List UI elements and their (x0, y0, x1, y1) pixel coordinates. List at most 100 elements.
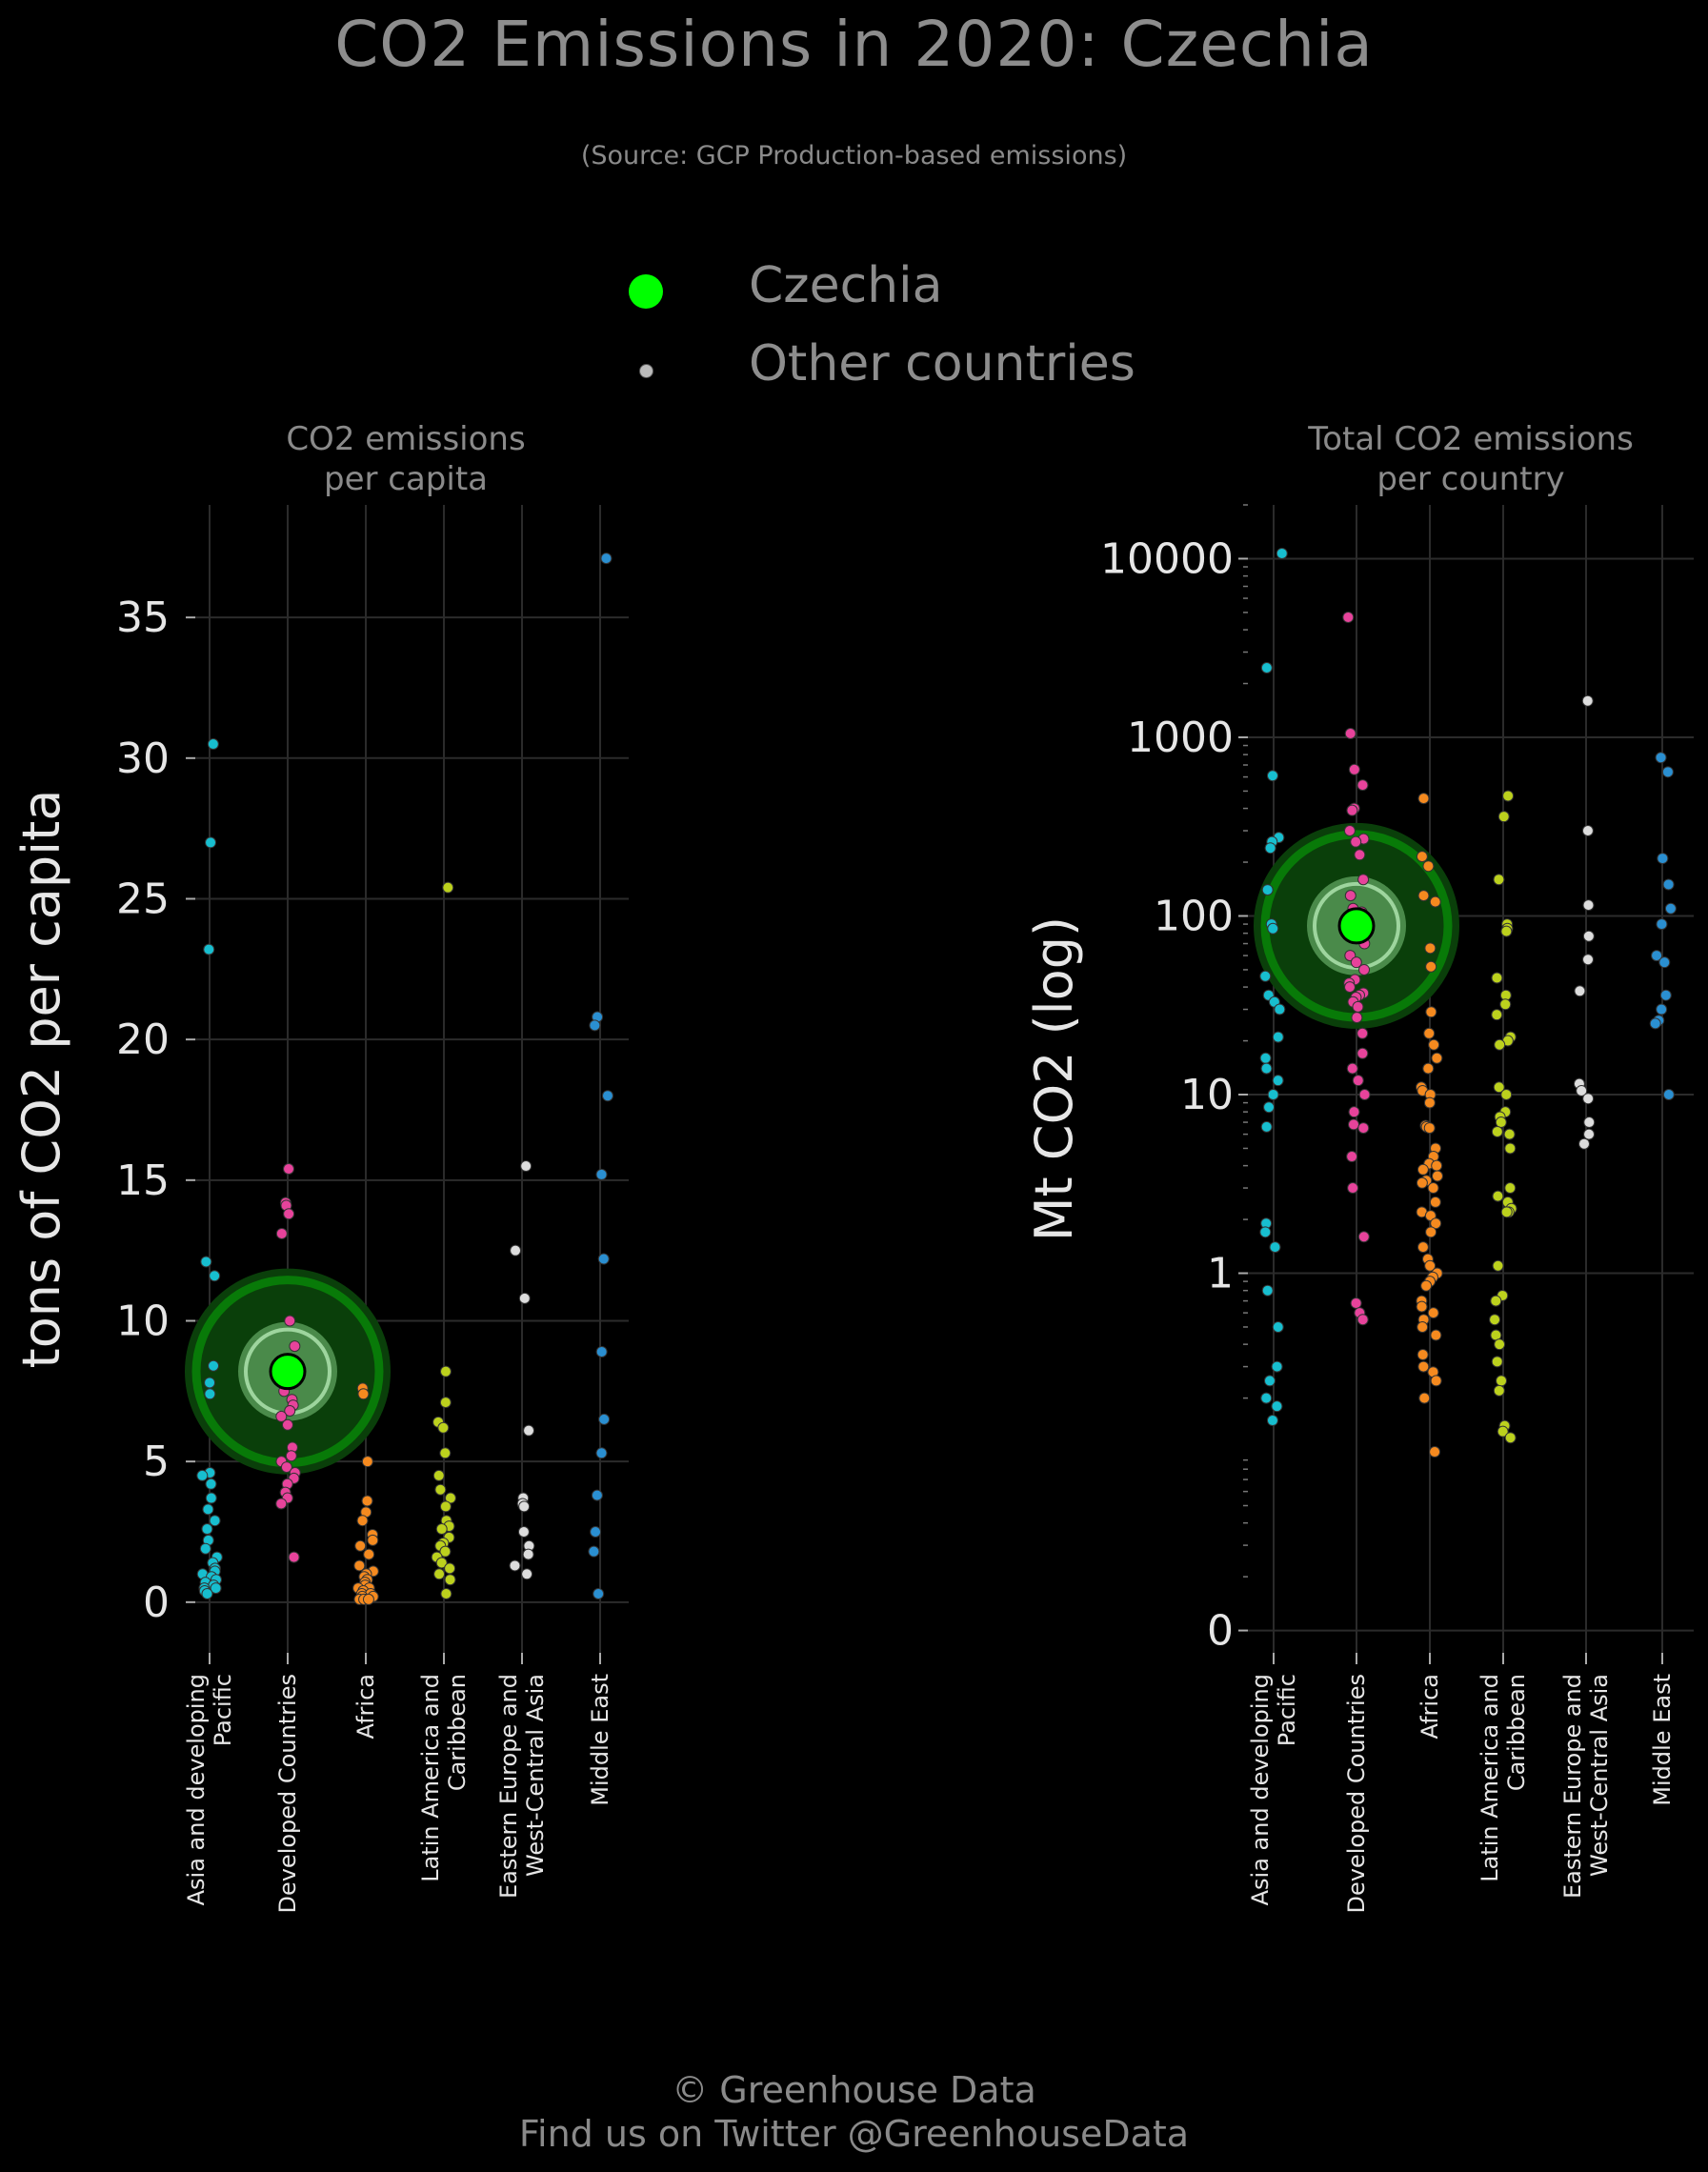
data-point (284, 1315, 296, 1327)
data-point (1352, 1000, 1364, 1013)
data-point (1264, 842, 1276, 855)
x-tick-label: Asia and developingPacific (1247, 1674, 1300, 1905)
data-point (1427, 1182, 1439, 1195)
data-point (590, 1526, 602, 1538)
data-point (1417, 1349, 1429, 1361)
x-tick-label: Africa (1417, 1674, 1443, 1739)
data-point (432, 1469, 445, 1481)
data-point (439, 1545, 452, 1558)
data-point (1491, 1356, 1503, 1368)
data-point (1417, 890, 1430, 902)
data-point (1263, 1375, 1276, 1387)
data-point (285, 1450, 297, 1462)
data-point (1276, 547, 1288, 559)
data-point (1260, 1062, 1273, 1075)
data-point (1430, 1375, 1442, 1387)
data-point (1261, 884, 1274, 896)
data-point (1499, 998, 1512, 1011)
data-point (1416, 1300, 1428, 1313)
chart-subtitle: (Source: GCP Production-based emissions) (580, 141, 1128, 171)
data-point (356, 1515, 369, 1527)
data-point (595, 1168, 608, 1180)
data-point (275, 1410, 288, 1422)
data-point (1504, 1182, 1517, 1195)
data-point (1491, 972, 1503, 984)
data-point (275, 1498, 288, 1510)
data-point (204, 1377, 216, 1389)
data-point (1271, 1360, 1283, 1373)
data-point (1417, 1163, 1429, 1176)
highlight-point (269, 1353, 307, 1391)
data-point (1417, 1241, 1429, 1254)
data-point (201, 1523, 213, 1536)
data-point (1490, 1295, 1502, 1307)
data-point (598, 1413, 611, 1425)
data-point (289, 1340, 301, 1353)
data-point (202, 1503, 214, 1516)
data-point (1356, 1027, 1369, 1039)
data-point (1582, 954, 1595, 966)
data-point (1657, 853, 1669, 865)
data-point (1662, 1089, 1675, 1101)
data-point (1343, 981, 1356, 994)
data-point (435, 1523, 448, 1536)
data-point (1659, 989, 1672, 1001)
data-point (1354, 849, 1366, 861)
data-point (1503, 1128, 1516, 1140)
data-point (444, 1574, 456, 1586)
data-point (595, 1447, 608, 1459)
data-point (440, 1587, 452, 1599)
data-point (283, 1163, 295, 1176)
data-point (1428, 1038, 1440, 1051)
legend: Czechia Other countries (610, 255, 1276, 408)
data-point (1423, 1122, 1436, 1135)
data-point (520, 1160, 532, 1173)
data-point (1417, 793, 1430, 805)
data-point (196, 1469, 209, 1481)
data-point (1658, 956, 1671, 969)
data-point (1274, 1003, 1286, 1016)
data-point (1351, 1012, 1363, 1024)
data-point (361, 1456, 373, 1468)
legend-highlight-marker (629, 274, 663, 309)
data-point (1492, 1190, 1504, 1202)
data-point (588, 1545, 600, 1558)
data-point (208, 1359, 220, 1372)
data-point (523, 1424, 535, 1437)
data-point (1581, 694, 1594, 707)
x-tick-label: Latin America andCaribbean (417, 1674, 471, 1882)
y-tick-label: 100 (1154, 892, 1234, 940)
data-point (1422, 1062, 1435, 1075)
data-point (1267, 922, 1279, 935)
data-point (1494, 1338, 1506, 1351)
data-point (444, 1492, 456, 1504)
data-point (517, 1526, 530, 1538)
y-tick-label: 10 (1180, 1071, 1234, 1119)
data-point (1260, 1120, 1273, 1133)
data-point (434, 1483, 447, 1496)
footer-twitter: Find us on Twitter @GreenhouseData (518, 2113, 1190, 2155)
data-point (1350, 956, 1362, 969)
data-point (597, 1253, 610, 1265)
data-point (205, 1492, 217, 1504)
legend-highlight-label: Czechia (749, 257, 943, 314)
data-point (1263, 1101, 1276, 1114)
data-point (518, 1292, 531, 1304)
y-tick-label: 15 (116, 1156, 170, 1205)
data-point (521, 1568, 533, 1580)
data-point (442, 881, 454, 894)
data-point (204, 1388, 216, 1400)
data-point (210, 1582, 222, 1595)
panel-title: CO2 emissions (286, 420, 525, 458)
y-tick-label: 30 (116, 734, 170, 783)
data-point (1346, 1151, 1358, 1163)
data-point (595, 1345, 608, 1358)
highlight-point (1337, 907, 1376, 945)
data-point (1491, 1125, 1503, 1137)
y-tick-label: 10 (116, 1297, 170, 1345)
data-point (1348, 1118, 1360, 1131)
y-tick-label: 1000 (1127, 714, 1234, 762)
data-point (1352, 1075, 1364, 1087)
